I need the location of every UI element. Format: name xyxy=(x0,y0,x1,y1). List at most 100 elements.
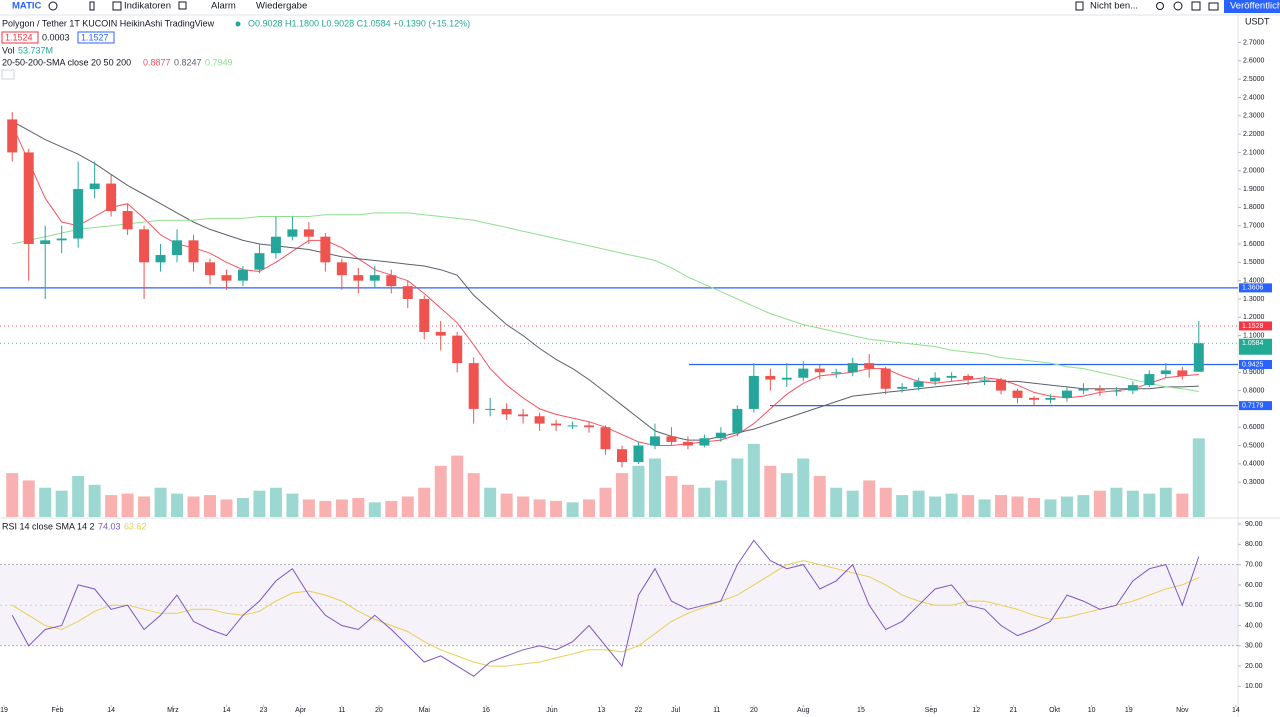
price-label: 1.1528 xyxy=(1242,323,1264,330)
buy-box[interactable] xyxy=(77,31,115,44)
candle-body xyxy=(320,236,331,263)
x-tick-label: 19 xyxy=(0,707,8,714)
candle-body xyxy=(715,432,726,439)
x-tick-label: 23 xyxy=(260,707,268,714)
level-label: 0.7179 xyxy=(1242,402,1264,409)
candle-body xyxy=(155,255,166,263)
level-label-bg xyxy=(1239,359,1272,369)
indicators-button[interactable]: Indikatoren xyxy=(124,1,171,12)
candle-body xyxy=(237,269,248,281)
snapshot-icon[interactable] xyxy=(1208,2,1219,11)
candle-body xyxy=(913,381,924,387)
volume-bar xyxy=(616,473,628,517)
sell-box[interactable] xyxy=(1,31,39,44)
volume-bar xyxy=(105,495,118,517)
candle-body xyxy=(221,275,232,281)
volume-bar xyxy=(451,455,464,517)
volume-bar xyxy=(484,487,497,517)
candle-body xyxy=(106,183,117,212)
candle-body xyxy=(386,275,397,287)
alert-button[interactable]: Alarm xyxy=(211,1,236,12)
x-tick-label: Nov xyxy=(1176,707,1189,714)
settings-icon[interactable] xyxy=(1173,1,1183,11)
axes: 2.7000 2.6000 2.5000 2.4000 2.3000 2.2000 2.10… xyxy=(0,39,1272,714)
volume-bar xyxy=(187,496,200,517)
volume-bar xyxy=(714,480,727,517)
y-tick-label: 2.5000 xyxy=(1243,76,1265,83)
volume-bar xyxy=(731,458,744,517)
fullscreen-icon[interactable] xyxy=(1191,1,1201,11)
search-icon[interactable] xyxy=(1156,2,1164,10)
candle-body xyxy=(56,238,67,241)
spread: 0.0003 xyxy=(42,32,70,42)
volume-bar xyxy=(171,493,184,517)
indicators-icon[interactable] xyxy=(112,1,122,11)
volume-bar xyxy=(879,487,892,517)
candle-body xyxy=(1094,388,1105,391)
price-label: 1.0584 xyxy=(1242,340,1264,347)
sma-value: 0.8877 xyxy=(143,57,171,67)
volume-bar xyxy=(434,465,447,517)
x-tick-label: Aug xyxy=(797,707,810,714)
volume-bar xyxy=(302,499,315,517)
collapse-legend[interactable] xyxy=(1,69,15,80)
templates-icon[interactable] xyxy=(178,1,187,10)
buy-price[interactable]: 1.1527 xyxy=(81,32,109,42)
volume-bar xyxy=(286,493,299,517)
candle-body xyxy=(666,436,677,442)
publish-button-bg[interactable] xyxy=(1224,0,1280,13)
y-tick-label: 1.1000 xyxy=(1243,332,1265,339)
y-tick-label: 0.9000 xyxy=(1243,369,1265,376)
volume-bar xyxy=(896,495,909,517)
candle-body xyxy=(303,229,314,237)
volume-bar xyxy=(335,499,348,517)
y-tick-label: 1.9000 xyxy=(1243,186,1265,193)
sma-label: 20-50-200-SMA close 20 50 200 xyxy=(2,57,131,67)
publish-button[interactable]: Veröffentlich xyxy=(1230,1,1280,12)
volume-bar xyxy=(780,473,793,517)
level-label: 0.9425 xyxy=(1242,361,1264,368)
volume-bar xyxy=(846,490,859,517)
candle-body xyxy=(501,408,512,415)
candle-body xyxy=(996,379,1007,391)
candle-body xyxy=(765,375,776,380)
add-symbol-icon[interactable] xyxy=(48,1,58,11)
level-label-bg xyxy=(1239,283,1272,293)
y-tick-label: 0.6000 xyxy=(1243,424,1265,431)
volume-bar xyxy=(401,496,414,517)
replay-button[interactable]: Wiedergabe xyxy=(256,1,307,12)
candle-body xyxy=(1177,370,1188,376)
symbol-button[interactable]: MATIC xyxy=(12,1,42,12)
chart-type-icon[interactable] xyxy=(89,1,95,11)
candle-body xyxy=(89,183,100,190)
save-button[interactable]: Nicht ben... xyxy=(1090,1,1138,12)
candle-body xyxy=(254,253,265,270)
y-tick-label: 2.6000 xyxy=(1243,58,1265,65)
x-tick-label: 14 xyxy=(223,707,231,714)
x-tick-label: 12 xyxy=(972,707,980,714)
candle-body xyxy=(1078,388,1089,391)
sell-price[interactable]: 1.1524 xyxy=(5,32,33,42)
currency[interactable]: USDT xyxy=(1245,16,1270,26)
candle-body xyxy=(1111,390,1122,392)
y-tick-label: 20.00 xyxy=(1245,663,1263,670)
volume-bar xyxy=(1176,493,1189,517)
candle-body xyxy=(781,377,792,380)
volume-value: 53.737M xyxy=(18,45,53,55)
volume-bar xyxy=(962,495,975,517)
x-tick-label: 11 xyxy=(338,707,345,714)
candle-body xyxy=(270,236,281,254)
x-tick-label: 22 xyxy=(635,707,643,714)
x-tick-label: 20 xyxy=(375,707,383,714)
candle-body xyxy=(1045,397,1056,400)
y-tick-label: 90.00 xyxy=(1245,521,1263,528)
volume-bar xyxy=(1028,497,1040,517)
candle-body xyxy=(682,441,693,446)
volume-bar xyxy=(39,487,52,517)
candle-body xyxy=(567,425,578,427)
x-tick-label: Okt xyxy=(1049,707,1060,714)
save-icon[interactable] xyxy=(1075,1,1084,11)
candle-body xyxy=(23,152,34,245)
volume-bar xyxy=(863,480,876,517)
